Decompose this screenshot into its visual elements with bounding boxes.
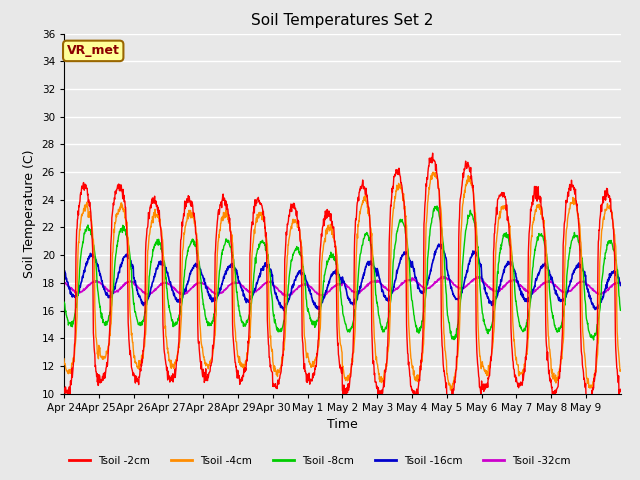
Y-axis label: Soil Temperature (C): Soil Temperature (C) — [23, 149, 36, 278]
Title: Soil Temperatures Set 2: Soil Temperatures Set 2 — [252, 13, 433, 28]
Legend: Tsoil -2cm, Tsoil -4cm, Tsoil -8cm, Tsoil -16cm, Tsoil -32cm: Tsoil -2cm, Tsoil -4cm, Tsoil -8cm, Tsoi… — [65, 452, 575, 470]
X-axis label: Time: Time — [327, 418, 358, 431]
Text: VR_met: VR_met — [67, 44, 120, 58]
